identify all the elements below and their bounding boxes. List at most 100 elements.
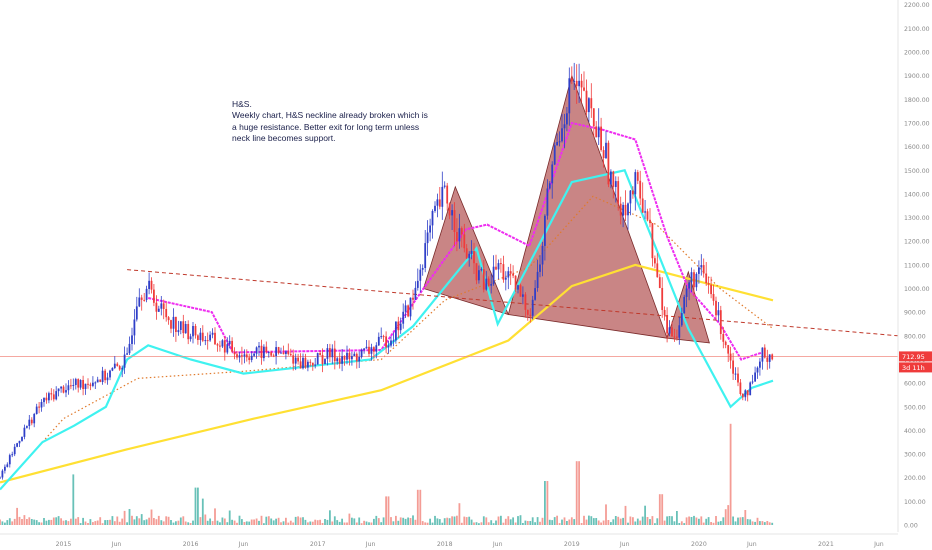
candle-body bbox=[150, 280, 153, 290]
candle-body bbox=[94, 382, 97, 384]
volume-bar bbox=[580, 523, 583, 525]
candle-body bbox=[414, 287, 417, 300]
candle-body bbox=[201, 332, 204, 341]
volume-bar bbox=[426, 522, 429, 525]
candle-body bbox=[123, 354, 126, 368]
candle-body bbox=[487, 278, 490, 286]
volume-bar bbox=[333, 516, 336, 525]
candle-body bbox=[722, 334, 725, 342]
trail-cyan-line bbox=[0, 169, 774, 491]
volume-bar bbox=[551, 520, 554, 525]
candle-body bbox=[40, 402, 43, 408]
candle-body bbox=[148, 280, 150, 289]
candle-body bbox=[605, 142, 607, 159]
candle-body bbox=[632, 190, 634, 195]
chart-annotation[interactable]: H&S. Weekly chart, H&S neckline already … bbox=[232, 99, 447, 145]
candle-body bbox=[380, 336, 383, 338]
volume-bar bbox=[40, 522, 43, 525]
volume-bar bbox=[407, 517, 409, 525]
candle-body bbox=[197, 335, 199, 340]
time-axis[interactable]: 2015 Jun 2016 Jun 2017 Jun 2018 Jun 2019 Jun 2020 J… bbox=[0, 533, 932, 550]
volume-bar bbox=[133, 519, 136, 525]
candle-body bbox=[668, 327, 671, 334]
ma-yellow-line bbox=[0, 263, 774, 484]
volume-bar bbox=[688, 516, 690, 525]
candle-body bbox=[485, 278, 488, 290]
volume-bar bbox=[663, 520, 666, 525]
volume-bar bbox=[634, 521, 637, 525]
candle-body bbox=[89, 384, 92, 386]
price-tick-label: 2200.00 bbox=[904, 2, 930, 9]
volume-bar bbox=[189, 523, 192, 525]
volume-bar bbox=[719, 521, 722, 525]
neckline bbox=[127, 269, 899, 337]
candle-body bbox=[390, 340, 392, 346]
candle-body bbox=[223, 340, 226, 353]
candle-body bbox=[219, 345, 221, 347]
volume-bar bbox=[673, 521, 676, 525]
candle-body bbox=[140, 297, 143, 300]
volume-bar bbox=[50, 519, 53, 525]
candle-body bbox=[189, 336, 192, 340]
volume-bar bbox=[177, 520, 180, 525]
volume-bar bbox=[70, 518, 72, 525]
candle-body bbox=[500, 263, 502, 265]
candle-body bbox=[685, 288, 688, 297]
volume-bar bbox=[13, 518, 16, 525]
candle-body bbox=[715, 300, 717, 316]
candle-body bbox=[70, 385, 72, 387]
volume-bar bbox=[722, 517, 725, 525]
volume-bar bbox=[502, 522, 505, 525]
volume-bar bbox=[250, 519, 253, 525]
volume-bar bbox=[326, 519, 329, 525]
volume-bar bbox=[522, 523, 524, 525]
candle-body bbox=[531, 299, 534, 316]
volume-bar bbox=[734, 521, 737, 525]
volume-bar bbox=[118, 521, 121, 525]
time-tick-label: 2020 bbox=[691, 541, 707, 548]
candle-body bbox=[399, 323, 402, 331]
candle-body bbox=[397, 321, 400, 331]
candle-body bbox=[30, 419, 33, 424]
volume-bar bbox=[157, 515, 160, 525]
candle-body bbox=[18, 440, 21, 444]
volume-bar bbox=[321, 523, 324, 525]
volume-bar bbox=[658, 494, 661, 525]
volume-bar bbox=[28, 517, 31, 525]
candle-body bbox=[52, 394, 55, 400]
volume-bar bbox=[624, 505, 627, 525]
candle-body bbox=[355, 353, 358, 362]
candle-body bbox=[563, 124, 566, 129]
candle-body bbox=[495, 266, 497, 270]
candle-body bbox=[175, 316, 177, 332]
volume-bar bbox=[561, 519, 563, 525]
volume-bar bbox=[497, 516, 500, 525]
volume-bar bbox=[460, 522, 463, 525]
price-tick-label: 2100.00 bbox=[904, 26, 930, 33]
volume-bar bbox=[84, 521, 87, 525]
volume-bar bbox=[192, 520, 194, 525]
volume-bar bbox=[756, 517, 759, 525]
volume-bar bbox=[395, 515, 397, 525]
candle-body bbox=[558, 141, 561, 143]
volume-bar bbox=[419, 489, 422, 525]
volume-bar bbox=[77, 517, 80, 525]
candle-body bbox=[177, 330, 180, 333]
volume-bar bbox=[404, 518, 407, 525]
candle-body bbox=[402, 311, 405, 324]
volume-bar bbox=[602, 520, 605, 525]
volume-bar bbox=[121, 518, 124, 525]
candle-body bbox=[111, 367, 114, 371]
volume-bar bbox=[282, 521, 285, 525]
candle-body bbox=[646, 211, 649, 220]
price-tick-label: 1900.00 bbox=[904, 73, 930, 80]
volume-bar bbox=[458, 503, 461, 525]
volume-bar bbox=[360, 523, 363, 525]
volume-bar bbox=[199, 517, 202, 525]
volume-bar bbox=[583, 515, 585, 525]
annotation-line-1: H&S. bbox=[232, 99, 252, 109]
last-price-marker: 712.95 3d 11h bbox=[899, 351, 932, 373]
volume-bar bbox=[94, 521, 97, 525]
price-axis[interactable]: 2200.00 2100.00 2000.00 1900.00 1800.00 1700.… bbox=[897, 0, 932, 550]
